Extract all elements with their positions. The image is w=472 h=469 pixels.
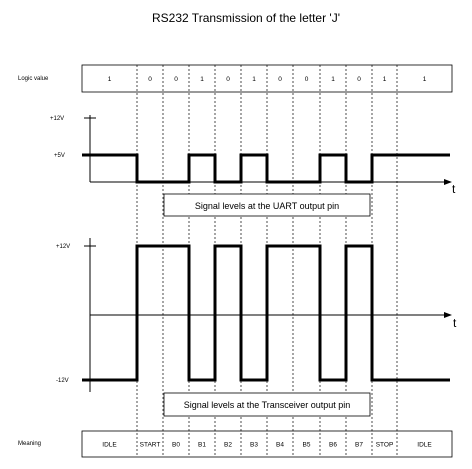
meaning-cell: B7 bbox=[355, 442, 363, 449]
logic-cell: 0 bbox=[278, 76, 282, 83]
transceiver-waveform bbox=[82, 244, 450, 382]
logic-cell: 1 bbox=[383, 76, 387, 83]
meaning-label: Meaning bbox=[18, 441, 41, 447]
logic-cell: 1 bbox=[423, 76, 427, 83]
logic-cell: 1 bbox=[331, 76, 335, 83]
meaning-cell: B3 bbox=[250, 442, 258, 449]
meaning-cell: B2 bbox=[224, 442, 232, 449]
logic-cell: 0 bbox=[305, 76, 309, 83]
transceiver-tick-plus12v-label: +12V bbox=[56, 244, 70, 250]
meaning-row: IDLE START B0 B1 B2 B3 B4 B5 B6 B7 STOP IDLE bbox=[81, 430, 453, 458]
transceiver-time-arrow bbox=[444, 312, 452, 318]
logic-cell: 0 bbox=[357, 76, 361, 83]
transceiver-caption-box bbox=[163, 392, 371, 417]
meaning-cell: B1 bbox=[198, 442, 206, 449]
diagram-title: RS232 Transmission of the letter 'J' bbox=[152, 11, 340, 25]
logic-cell: 0 bbox=[174, 76, 178, 83]
transceiver-tick-minus12v-label: -12V bbox=[56, 378, 69, 384]
meaning-cell: B5 bbox=[303, 442, 311, 449]
uart-signal-panel: t +12V +5V Signal levels at the UART out… bbox=[50, 115, 456, 217]
meaning-cell: IDLE bbox=[102, 442, 117, 449]
logic-cell: 1 bbox=[108, 76, 112, 83]
logic-cell: 0 bbox=[148, 76, 152, 83]
uart-tick-5v-label: +5V bbox=[54, 153, 65, 159]
logic-cell: 1 bbox=[200, 76, 204, 83]
uart-caption-box bbox=[163, 193, 371, 217]
uart-time-label: t bbox=[452, 182, 456, 196]
transceiver-time-label: t bbox=[453, 316, 457, 330]
meaning-cell: B6 bbox=[329, 442, 337, 449]
uart-waveform bbox=[82, 153, 450, 184]
uart-tick-12v-label: +12V bbox=[50, 116, 64, 122]
meaning-cell: IDLE bbox=[417, 442, 432, 449]
meaning-cell: B0 bbox=[172, 442, 180, 449]
transceiver-signal-panel: t +12V -12V Signal levels at the Transce… bbox=[56, 238, 457, 417]
meaning-row-border bbox=[81, 430, 453, 458]
meaning-cell: START bbox=[140, 442, 161, 449]
meaning-cell: STOP bbox=[376, 442, 394, 449]
logic-cell: 0 bbox=[226, 76, 230, 83]
logic-cell: 1 bbox=[252, 76, 256, 83]
uart-caption: Signal levels at the UART output pin bbox=[195, 201, 339, 211]
logic-value-label: Logic value bbox=[18, 76, 49, 82]
meaning-cell: B4 bbox=[276, 442, 284, 449]
uart-time-arrow bbox=[444, 179, 452, 185]
transceiver-caption: Signal levels at the Transceiver output … bbox=[184, 400, 351, 410]
